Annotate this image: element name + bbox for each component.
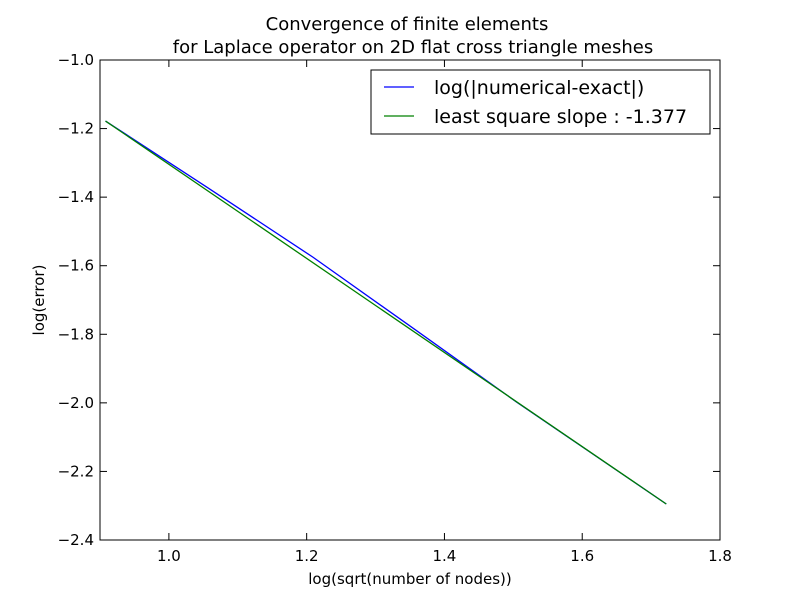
plot-area bbox=[99, 59, 721, 541]
y-tick-label: −1.8 bbox=[58, 325, 94, 343]
chart-title: Convergence of finite elements bbox=[266, 14, 549, 35]
x-axis-label: log(sqrt(number of nodes)) bbox=[308, 570, 511, 588]
legend-label-least-square: least square slope : -1.377 bbox=[434, 106, 687, 128]
least-square-line bbox=[105, 120, 667, 505]
x-tick-label: 1.8 bbox=[708, 547, 732, 565]
x-tick-label: 1.0 bbox=[157, 547, 181, 565]
legend: log(|numerical-exact|) least square slop… bbox=[370, 69, 711, 135]
legend-box bbox=[370, 69, 711, 135]
y-tick-label: −1.4 bbox=[58, 188, 94, 206]
y-tick-label: −1.6 bbox=[58, 257, 94, 275]
chart-subtitle: for Laplace operator on 2D flat cross tr… bbox=[173, 37, 654, 58]
x-tick-label: 1.4 bbox=[433, 547, 457, 565]
y-tick-label: −1.2 bbox=[58, 120, 94, 138]
x-tick-label: 1.2 bbox=[295, 547, 319, 565]
x-tick-label: 1.6 bbox=[570, 547, 594, 565]
y-tick-label: −1.0 bbox=[58, 51, 94, 69]
y-tick-label: −2.4 bbox=[58, 531, 94, 549]
series-lines bbox=[105, 120, 667, 505]
y-tick-label: −2.0 bbox=[58, 394, 94, 412]
y-axis-label: log(error) bbox=[30, 265, 48, 336]
y-axis: −1.0 −1.2 −1.4 −1.6 −1.8 −2.0 −2.2 −2.4 bbox=[58, 51, 720, 549]
x-axis: 1.0 1.2 1.4 1.6 1.8 bbox=[157, 60, 732, 565]
legend-label-numerical: log(|numerical-exact|) bbox=[434, 77, 644, 99]
y-tick-label: −2.2 bbox=[58, 462, 94, 480]
